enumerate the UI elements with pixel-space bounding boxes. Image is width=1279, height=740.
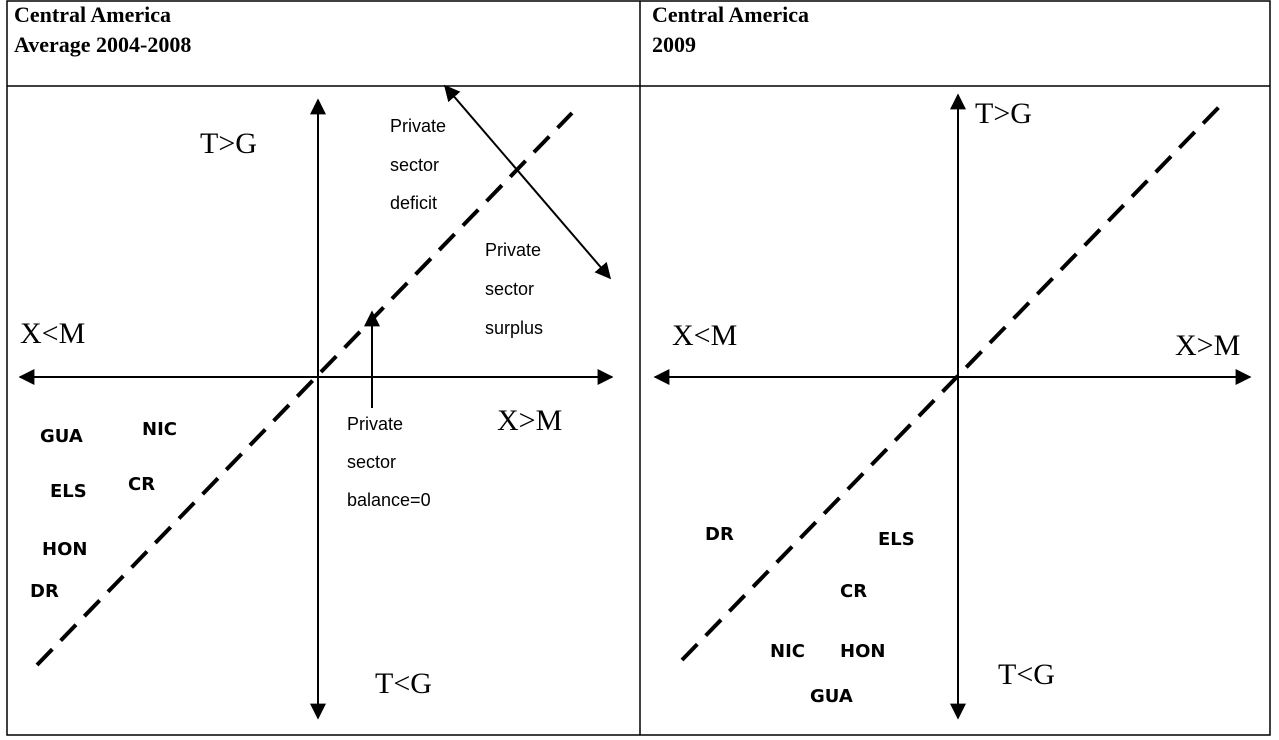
country-label: CR [840, 581, 867, 602]
country-label: NIC [770, 641, 805, 662]
axis-label: X<M [20, 317, 85, 350]
country-label: CR [128, 474, 155, 495]
country-label: GUA [40, 426, 83, 447]
panel-title: Central America [652, 2, 809, 27]
country-label: HON [42, 539, 87, 560]
axis-label: X>M [1175, 329, 1240, 362]
annotation: sector [390, 155, 439, 175]
balance-line [35, 111, 574, 667]
country-label: HON [840, 641, 885, 662]
country-label: ELS [878, 529, 915, 550]
axis-label: T<G [998, 658, 1055, 691]
table-frame [6, 0, 1271, 736]
panel-title: Central America [14, 2, 171, 27]
country-label: ELS [50, 481, 87, 502]
annotation: sector [347, 452, 396, 472]
country-label: NIC [142, 419, 177, 440]
country-label: GUA [810, 686, 853, 707]
country-label: DR [705, 524, 734, 545]
double-arrow [443, 84, 612, 280]
axis-label: T>G [975, 97, 1032, 130]
axis-label: T>G [200, 127, 257, 160]
country-label: DR [30, 581, 59, 602]
annotation: Private [390, 116, 446, 136]
balance-line [680, 104, 1222, 662]
annotation: surplus [485, 318, 543, 338]
axis-label: X<M [672, 319, 737, 352]
annotation: Private [485, 240, 541, 260]
axis-label: X>M [497, 404, 562, 437]
annotation: Private [347, 414, 403, 434]
panel-title: 2009 [652, 32, 696, 57]
annotation: balance=0 [347, 490, 431, 510]
panel-title: Average 2004-2008 [14, 32, 191, 57]
annotation: sector [485, 279, 534, 299]
annotation: deficit [390, 193, 437, 213]
axis-label: T<G [375, 667, 432, 700]
